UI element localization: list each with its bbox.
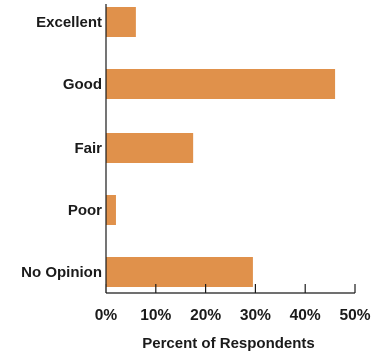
category-label-excellent: Excellent — [36, 14, 102, 31]
category-label-no-opinion: No Opinion — [21, 264, 102, 281]
bar-poor — [106, 195, 116, 225]
x-tick-label-3: 30% — [240, 307, 271, 324]
category-labels: Excellent Good Fair Poor No Opinion — [21, 14, 102, 281]
x-tick-label-2: 20% — [190, 307, 221, 324]
bar-excellent — [106, 7, 136, 37]
category-label-good: Good — [63, 76, 102, 93]
bar-fair — [106, 133, 194, 163]
x-tick-label-4: 40% — [290, 307, 321, 324]
category-label-fair: Fair — [74, 140, 102, 157]
x-tick-label-0: 0% — [95, 307, 118, 324]
x-axis-ticks: 0% 10% 20% 30% 40% 50% — [95, 284, 371, 324]
x-axis-title: Percent of Respondents — [142, 335, 315, 352]
category-label-poor: Poor — [68, 202, 102, 219]
bars-group — [106, 7, 336, 287]
x-tick-label-1: 10% — [140, 307, 171, 324]
bar-no-opinion — [106, 257, 253, 287]
bar-good — [106, 69, 336, 99]
x-tick-label-5: 50% — [339, 307, 370, 324]
